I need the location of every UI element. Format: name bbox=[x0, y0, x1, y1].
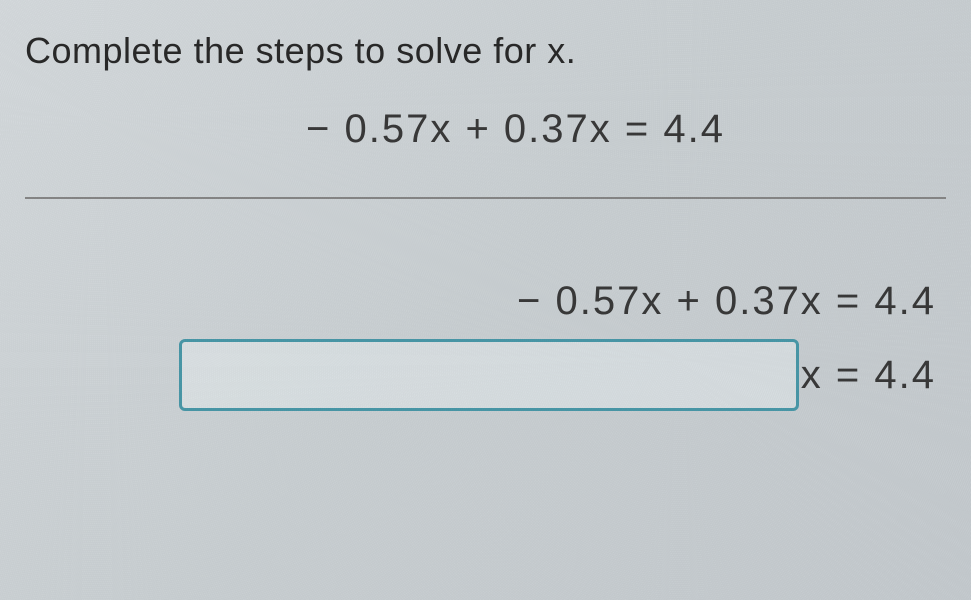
work-equation-result: x = 4.4 bbox=[801, 353, 936, 398]
work-area: − 0.57x + 0.37x = 4.4 x = 4.4 bbox=[25, 279, 946, 411]
instruction-text: Complete the steps to solve for x. bbox=[25, 30, 946, 72]
main-equation: − 0.57x + 0.37x = 4.4 bbox=[25, 107, 946, 152]
work-equation-step1: − 0.57x + 0.37x = 4.4 bbox=[125, 279, 946, 324]
answer-input-box[interactable] bbox=[179, 339, 799, 411]
section-divider bbox=[25, 197, 946, 199]
work-step2-row: x = 4.4 bbox=[125, 339, 946, 411]
